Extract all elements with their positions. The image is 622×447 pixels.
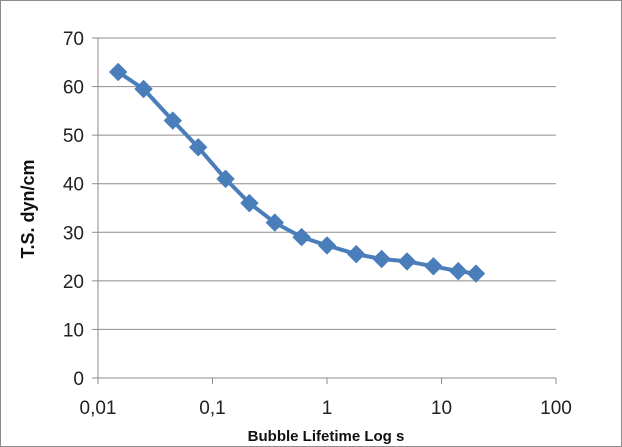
series-line: [117, 70, 477, 276]
x-axis-label: Bubble Lifetime Log s: [248, 428, 405, 445]
x-tick-label: 100: [540, 398, 572, 419]
gridlines: [98, 37, 556, 330]
data-point: [134, 79, 153, 99]
y-tick-label: 30: [63, 223, 84, 244]
y-axis-label: T.S. dyn/cm: [18, 159, 38, 258]
axes: [92, 37, 557, 384]
y-tick-label: 40: [63, 175, 84, 196]
data-point: [108, 62, 128, 82]
y-tick-label: 20: [63, 272, 84, 293]
y-tick-label: 50: [63, 126, 84, 147]
x-tick-labels: 0,01 0,1 1 10 100: [80, 398, 572, 419]
data-point: [449, 261, 468, 281]
y-tick-label: 0: [73, 369, 84, 390]
x-tick-label: 1: [322, 398, 333, 419]
x-tick-label: 0,1: [199, 398, 225, 419]
x-tick-label: 0,01: [80, 398, 117, 419]
data-point: [397, 252, 417, 271]
data-point: [347, 244, 366, 264]
data-point: [188, 138, 208, 157]
data-point: [163, 111, 182, 130]
y-tick-labels: 0 10 20 30 40 50 60 70: [63, 29, 84, 390]
data-point: [424, 257, 443, 276]
data-point: [216, 169, 235, 189]
data-point: [466, 264, 486, 283]
data-point: [317, 236, 337, 255]
data-point: [372, 249, 391, 269]
y-tick-label: 70: [63, 29, 84, 50]
data-point: [292, 227, 311, 247]
data-point: [265, 213, 285, 232]
series-group: [108, 62, 486, 283]
y-tick-label: 10: [63, 320, 84, 341]
data-point: [240, 193, 259, 213]
y-tick-label: 60: [63, 78, 84, 99]
x-tick-label: 10: [431, 398, 452, 419]
